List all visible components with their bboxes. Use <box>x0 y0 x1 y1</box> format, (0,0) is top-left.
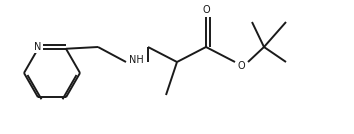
Text: O: O <box>237 61 245 71</box>
Text: N: N <box>34 42 42 52</box>
Text: NH: NH <box>129 55 143 65</box>
Text: O: O <box>202 5 210 15</box>
